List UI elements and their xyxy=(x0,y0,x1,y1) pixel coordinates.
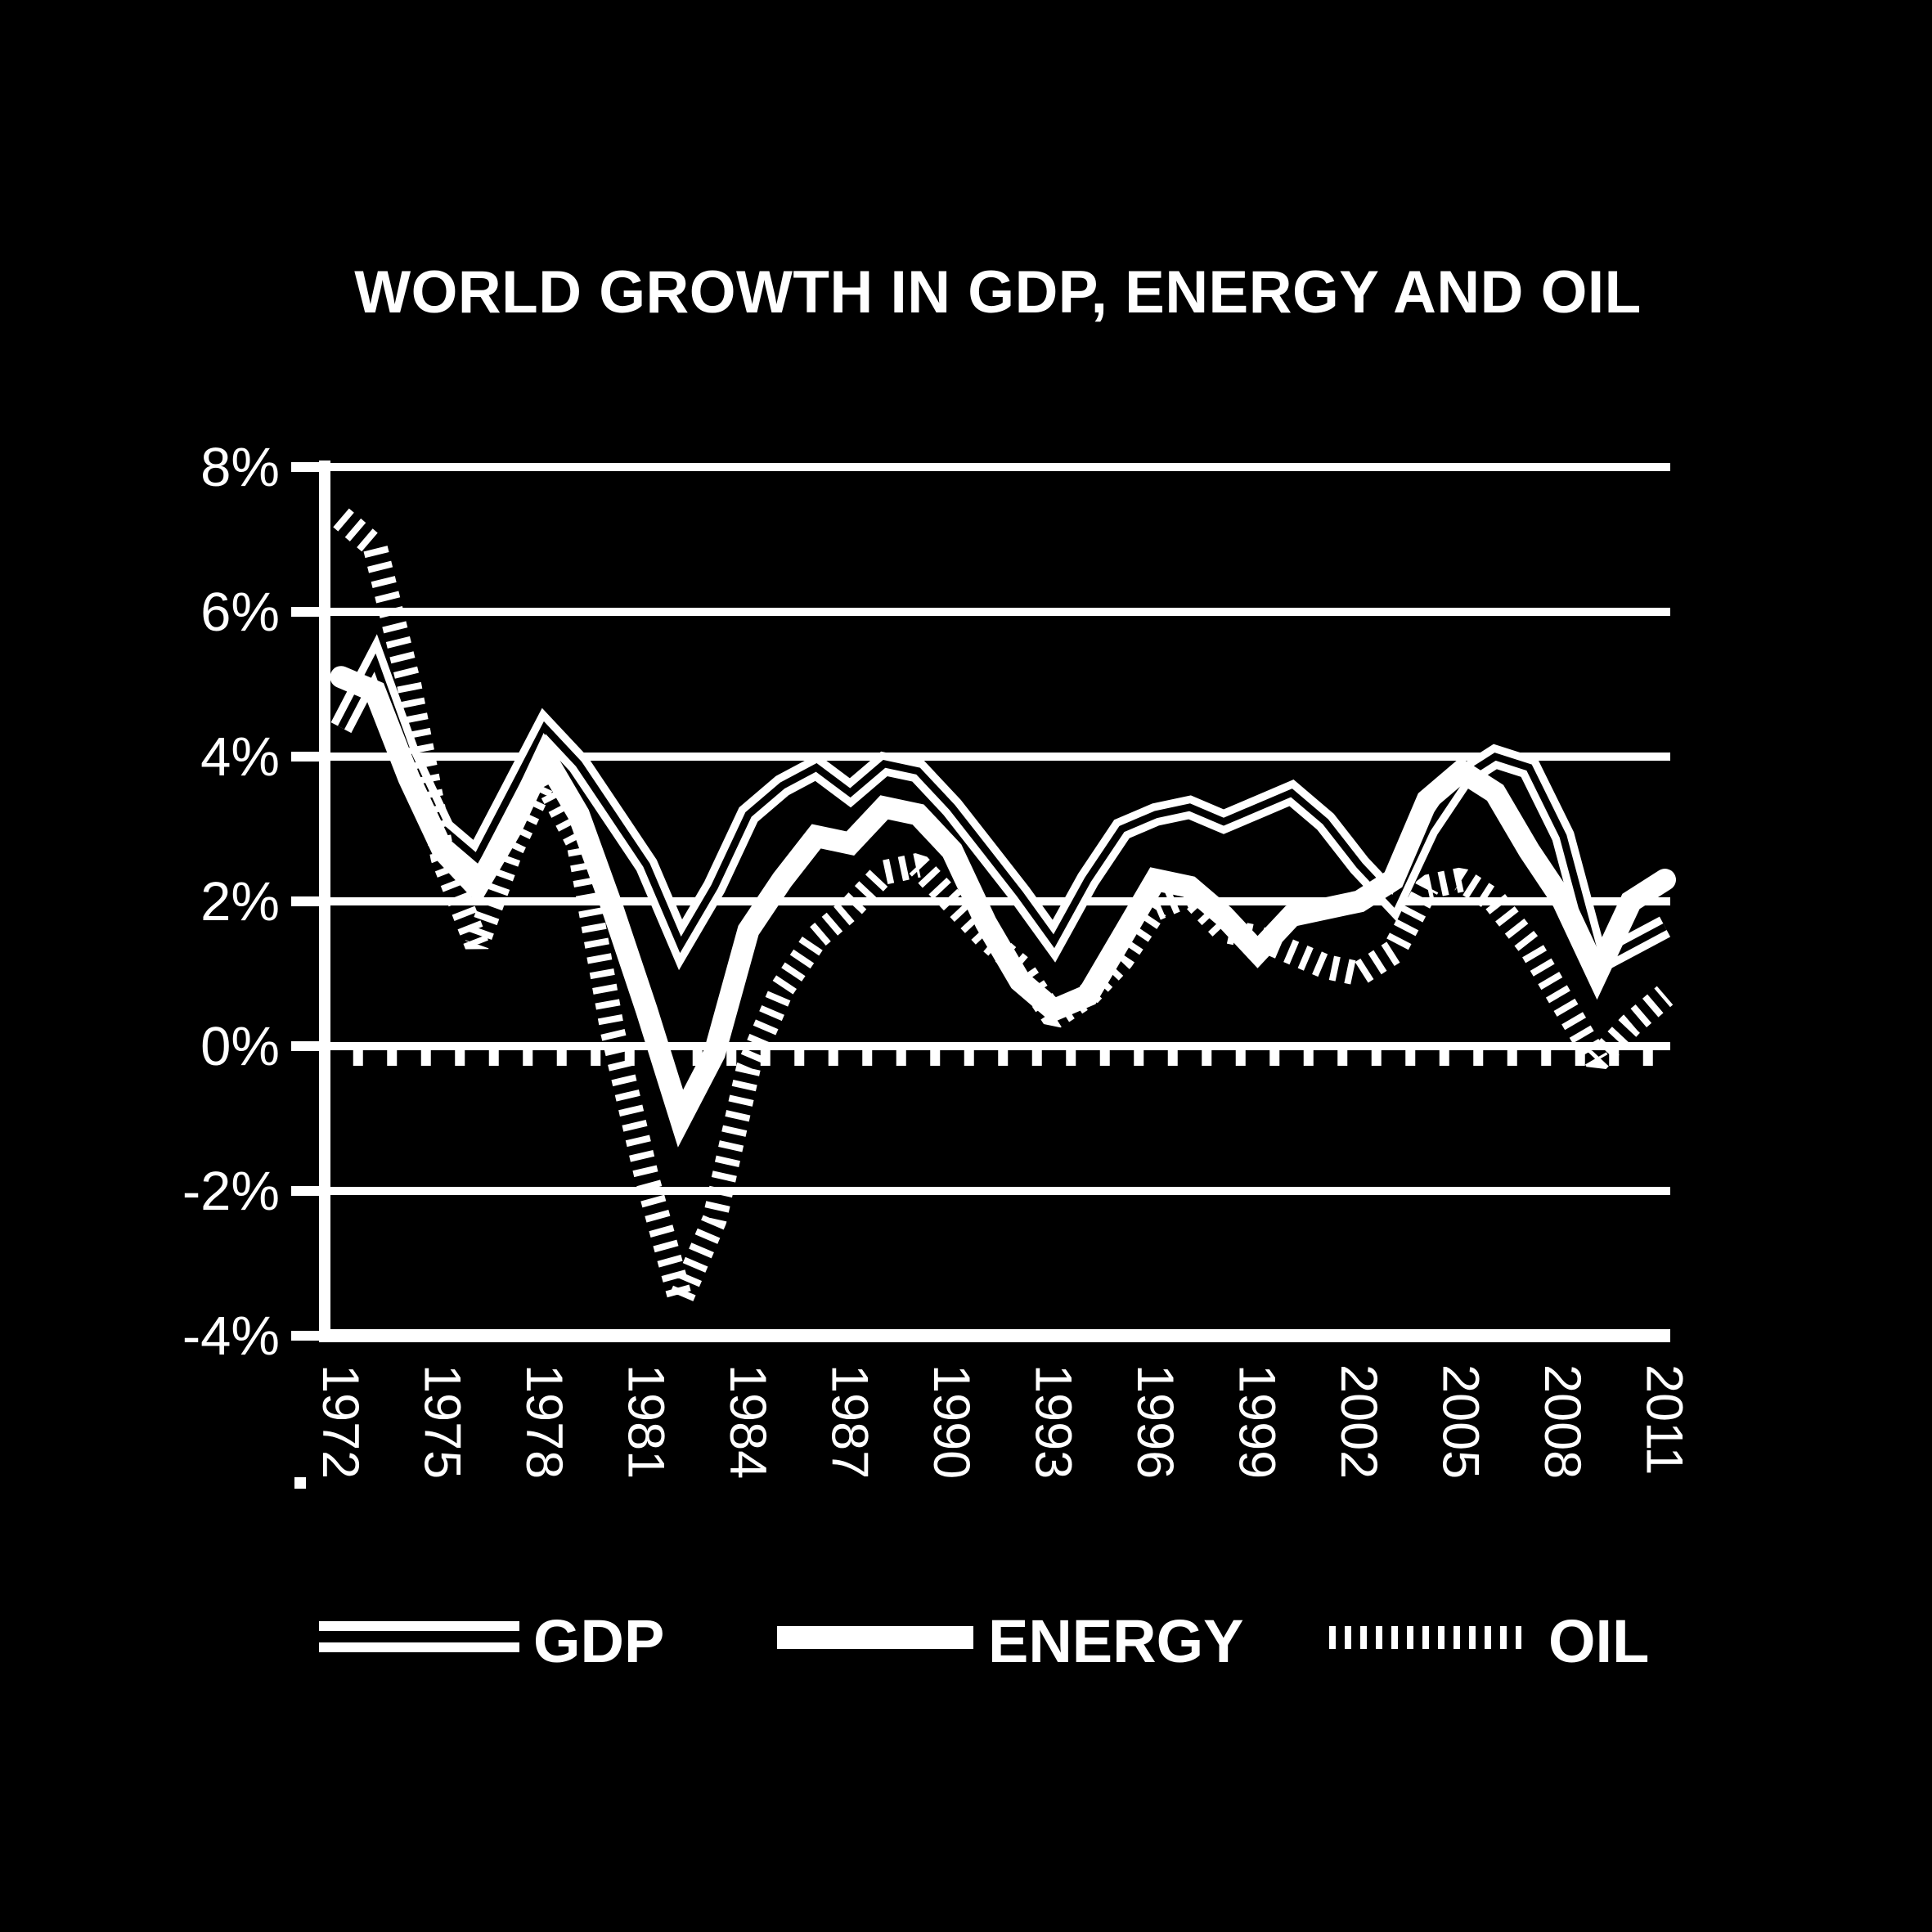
y-axis-tick-4% xyxy=(291,752,319,762)
y-axis-tick-2% xyxy=(291,896,319,906)
x-axis-tick xyxy=(1337,1050,1348,1066)
legend-label-gdp: GDP xyxy=(533,1607,665,1675)
oil-series-line xyxy=(333,508,1674,1305)
x-axis-tick xyxy=(862,1050,873,1066)
x-tick-label-1990: 1990 xyxy=(923,1364,980,1479)
x-axis-tick xyxy=(1405,1050,1416,1066)
y-tick-label-4%: 4% xyxy=(200,726,280,788)
gridline-2% xyxy=(325,897,1670,905)
x-axis-tick xyxy=(1269,1050,1280,1066)
y-axis-tick-6% xyxy=(291,607,319,617)
gridline-8% xyxy=(325,463,1670,471)
x-axis-tick xyxy=(1541,1050,1552,1066)
gridline-4% xyxy=(325,753,1670,761)
x-axis-tick xyxy=(1099,1050,1110,1066)
legend-label-energy: ENERGY xyxy=(988,1607,1244,1675)
x-axis-tick xyxy=(1167,1050,1178,1066)
y-axis-tick-0% xyxy=(291,1041,319,1051)
x-axis-tick xyxy=(1439,1050,1449,1066)
x-axis-tick xyxy=(353,1050,363,1066)
x-tick-label-2005: 2005 xyxy=(1432,1364,1489,1479)
x-tick-label-1984: 1984 xyxy=(719,1364,776,1479)
y-tick-label-0%: 0% xyxy=(200,1016,280,1077)
x-axis-tick xyxy=(591,1050,601,1066)
gridline-6% xyxy=(325,608,1670,616)
gridline--4% xyxy=(325,1329,1670,1342)
x-axis-tick xyxy=(1235,1050,1246,1066)
y-tick-label-6%: 6% xyxy=(200,582,280,643)
y-axis-tick-8% xyxy=(291,462,319,472)
gdp-series-line-inner-gap xyxy=(338,653,1667,968)
x-axis-tick xyxy=(488,1050,499,1066)
x-axis-tick xyxy=(1031,1050,1042,1066)
gridline--2% xyxy=(325,1187,1670,1195)
legend-swatch-energy-thick-line-icon xyxy=(777,1626,973,1649)
x-tick-label-1999: 1999 xyxy=(1229,1364,1286,1479)
energy-series-line xyxy=(330,666,1676,1148)
x-axis-tick xyxy=(1202,1050,1212,1066)
gridline-0% xyxy=(325,1042,1670,1050)
x-axis-tick xyxy=(998,1050,1009,1066)
x-axis-tick xyxy=(896,1050,906,1066)
x-axis-tick xyxy=(1303,1050,1314,1066)
x-axis-tick xyxy=(1473,1050,1484,1066)
x-axis-tick xyxy=(1642,1050,1653,1066)
x-axis-tick xyxy=(387,1050,398,1066)
x-axis-tick xyxy=(964,1050,974,1066)
y-axis-tick--4% xyxy=(291,1331,319,1341)
x-axis-tick xyxy=(1371,1050,1382,1066)
chart-title: WORLD GROWTH IN GDP, ENERGY AND OIL xyxy=(354,259,1642,326)
x-tick-label-1987: 1987 xyxy=(821,1364,878,1479)
legend-label-oil: OIL xyxy=(1548,1607,1650,1675)
legend-swatch-oil-hatched-line-icon xyxy=(1329,1626,1521,1649)
gdp-series-line-outer xyxy=(330,634,1671,980)
x-tick-label-1972: 1972 xyxy=(312,1364,369,1479)
x-axis-tick xyxy=(556,1050,567,1066)
y-tick-label--4%: -4% xyxy=(182,1305,280,1367)
x-axis-tick xyxy=(794,1050,805,1066)
x-axis-tick xyxy=(1134,1050,1144,1066)
x-axis-tick xyxy=(455,1050,465,1066)
x-tick-label-1978: 1978 xyxy=(515,1364,573,1479)
y-tick-label-2%: 2% xyxy=(200,871,280,932)
x-tick-label-1975: 1975 xyxy=(414,1364,471,1479)
x-tick-label-2011: 2011 xyxy=(1636,1364,1693,1475)
x-axis-tick xyxy=(1066,1050,1076,1066)
x-axis-tick xyxy=(1507,1050,1517,1066)
x-tick-label-1993: 1993 xyxy=(1025,1364,1082,1479)
x-axis-tick xyxy=(523,1050,533,1066)
y-axis-tick--2% xyxy=(291,1186,319,1196)
x-tick-label-1981: 1981 xyxy=(618,1364,675,1479)
x-tick-label-2008: 2008 xyxy=(1534,1364,1591,1479)
stray-mark xyxy=(294,1477,306,1489)
x-tick-label-1996: 1996 xyxy=(1126,1364,1184,1479)
x-axis-tick xyxy=(930,1050,941,1066)
x-axis-tick xyxy=(828,1050,838,1066)
x-axis-tick xyxy=(726,1050,737,1066)
y-tick-label-8%: 8% xyxy=(200,437,280,498)
legend-swatch-gdp-double-line-icon xyxy=(319,1621,519,1652)
x-tick-label-2002: 2002 xyxy=(1330,1364,1387,1479)
y-tick-label--2%: -2% xyxy=(182,1161,280,1222)
y-axis-line xyxy=(319,461,330,1342)
x-axis-tick xyxy=(420,1050,431,1066)
